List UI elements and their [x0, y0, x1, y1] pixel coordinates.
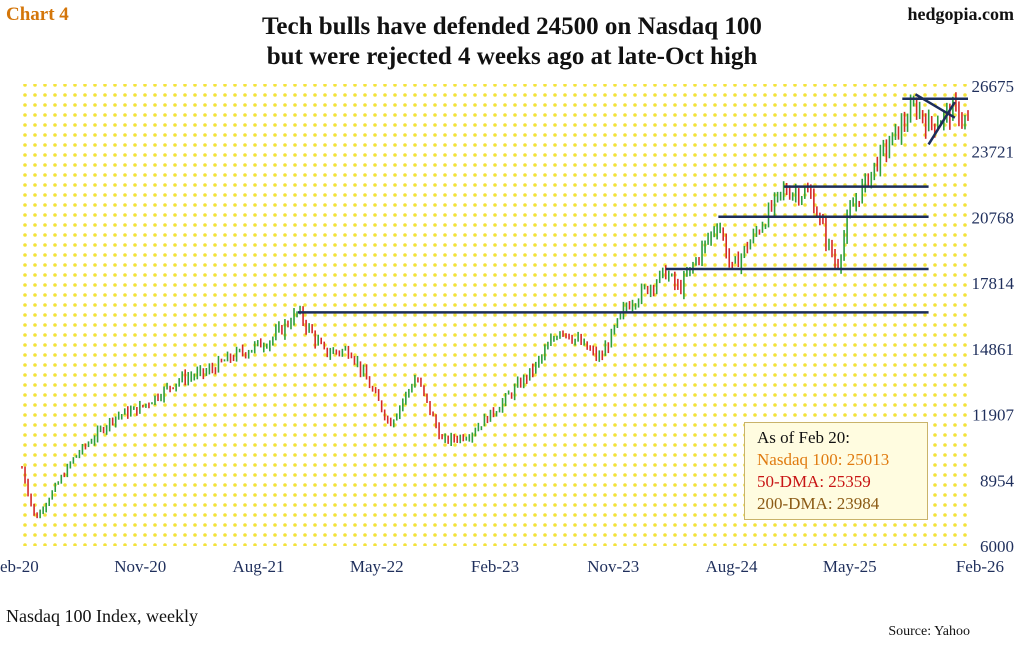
site-name: hedgopia.com: [907, 4, 1014, 24]
x-tick-label: May-25: [823, 557, 877, 576]
x-tick-label: Aug-24: [706, 557, 758, 576]
y-tick-label: 6000: [980, 537, 1014, 556]
x-tick-label: eb-20: [0, 557, 39, 576]
x-tick-label: May-22: [350, 557, 404, 576]
title-line-2: but were rejected 4 weeks ago at late-Oc…: [266, 43, 758, 70]
chart-number-label: Chart 4: [6, 4, 69, 25]
y-tick-label: 26675: [972, 77, 1015, 96]
y-tick-label: 20768: [972, 208, 1015, 227]
x-tick-label: Nov-23: [587, 557, 639, 576]
legend-nasdaq: Nasdaq 100: 25013: [757, 450, 890, 469]
y-tick-label: 14861: [972, 340, 1015, 359]
y-tick-label: 17814: [972, 274, 1015, 293]
x-tick-label: Aug-21: [233, 557, 285, 576]
y-tick-label: 11907: [972, 406, 1014, 425]
x-tick-label: Feb-26: [956, 557, 1004, 576]
x-axis-labels: eb-20 Nov-20 Aug-21 May-22 Feb-23 Nov-23 Aug-2…: [0, 557, 1004, 576]
candles-group: [21, 92, 969, 519]
legend-50dma: 50-DMA: 25359: [757, 472, 871, 491]
y-axis-labels: 6000 8954 11907 14861 17814 20768 23721 26675: [972, 77, 1015, 556]
overlay-lines-group: [297, 93, 968, 314]
y-tick-label: 8954: [980, 471, 1015, 490]
x-tick-label: Nov-20: [114, 557, 166, 576]
title-line-1: Tech bulls have defended 24500 on Nasdaq…: [262, 13, 762, 40]
legend-heading: As of Feb 20:: [757, 428, 851, 447]
index-footnote: Nasdaq 100 Index, weekly: [6, 606, 198, 626]
y-tick-label: 23721: [972, 143, 1015, 162]
chart-title: Tech bulls have defended 24500 on Nasdaq…: [0, 12, 1024, 72]
legend-box: As of Feb 20: Nasdaq 100: 25013 50-DMA: …: [744, 422, 928, 520]
x-tick-label: Feb-23: [471, 557, 519, 576]
source-note: Source: Yahoo: [888, 624, 970, 639]
trendline: [927, 101, 956, 146]
legend-200dma: 200-DMA: 23984: [757, 494, 880, 513]
